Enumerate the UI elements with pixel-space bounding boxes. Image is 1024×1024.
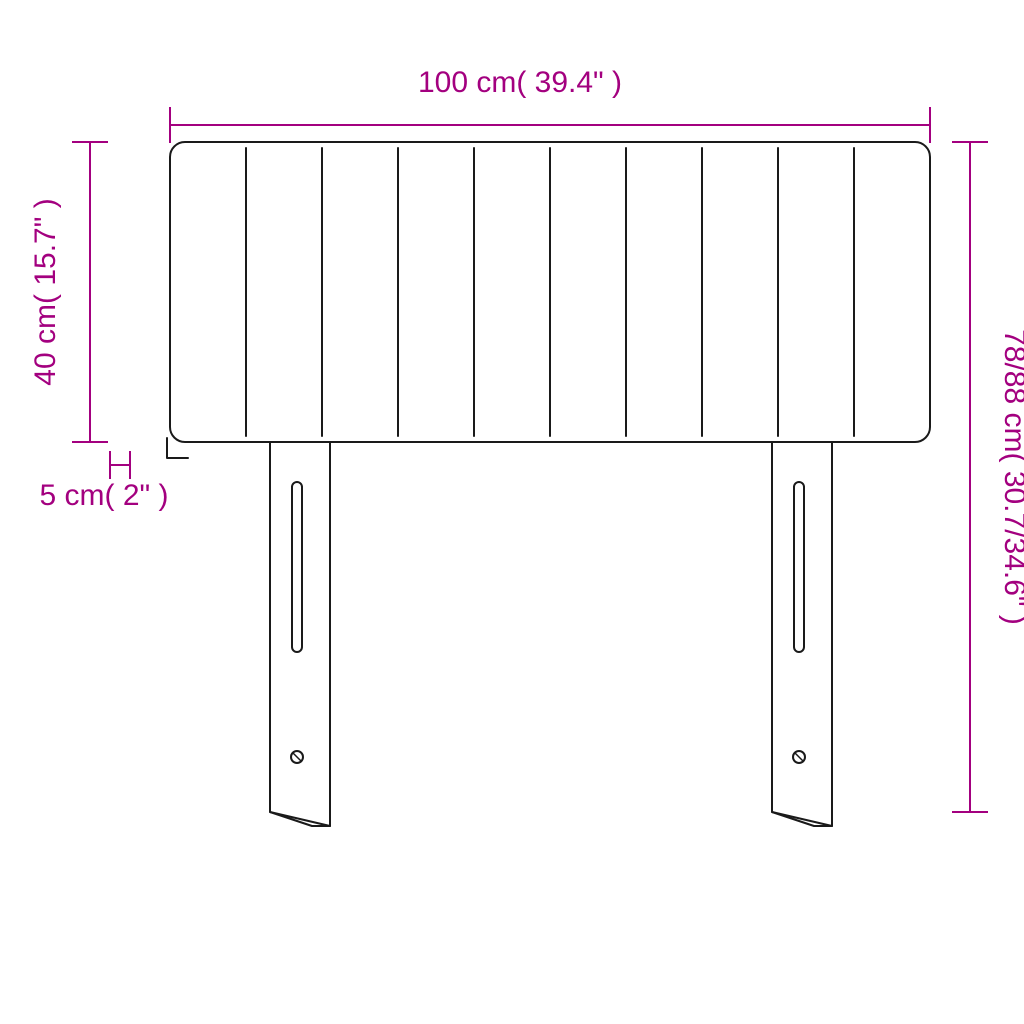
- mounting-leg-right: [772, 442, 832, 826]
- mounting-leg-left: [270, 442, 330, 826]
- dim-total-height: 78/88 cm( 30.7/34.6" ): [952, 142, 1024, 812]
- dim-depth: 5 cm( 2" ): [40, 451, 169, 512]
- dim-depth-label: 5 cm( 2" ): [40, 479, 169, 512]
- dim-panel-height: 40 cm( 15.7" ): [29, 142, 108, 442]
- product-outline: [167, 142, 930, 826]
- dim-total-height-label: 78/88 cm( 30.7/34.6" ): [998, 329, 1024, 625]
- leg-slot: [292, 482, 302, 652]
- dim-width-label: 100 cm( 39.4" ): [418, 66, 622, 99]
- leg-slot: [794, 482, 804, 652]
- dim-panel-height-label: 40 cm( 15.7" ): [29, 198, 62, 385]
- dim-width: 100 cm( 39.4" ): [170, 66, 930, 143]
